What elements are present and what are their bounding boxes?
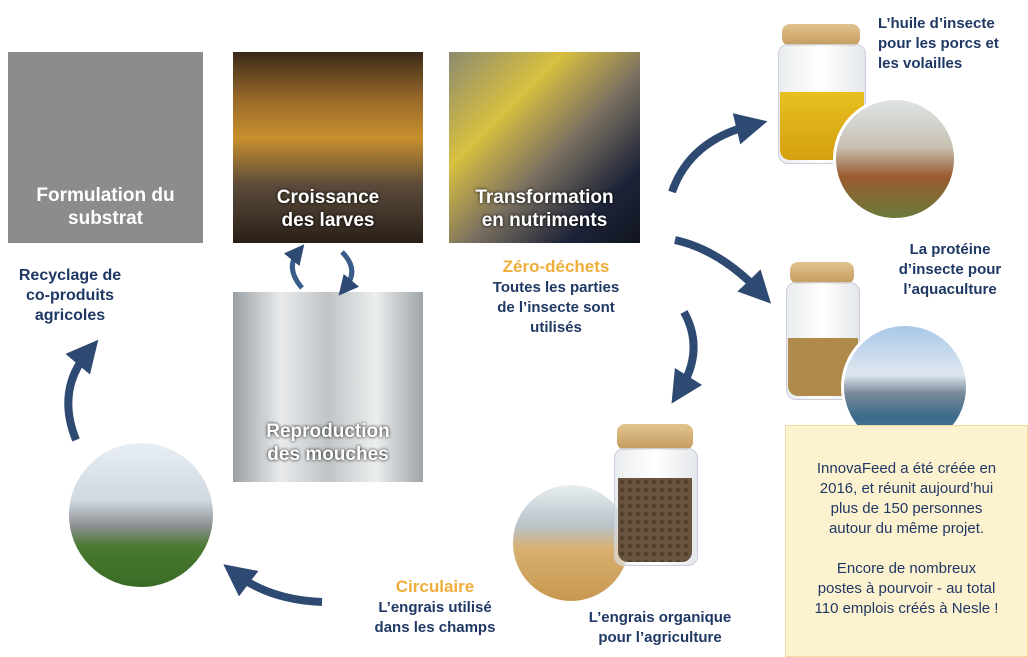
arrow [68, 352, 88, 440]
arrow [342, 252, 352, 288]
arrow [672, 125, 752, 192]
arrow [236, 574, 322, 602]
arrow [292, 252, 302, 288]
arrow [675, 240, 760, 292]
page: Formulation du substrat Croissance des l… [0, 0, 1028, 657]
arrow [680, 312, 694, 390]
arrows [0, 0, 1028, 657]
